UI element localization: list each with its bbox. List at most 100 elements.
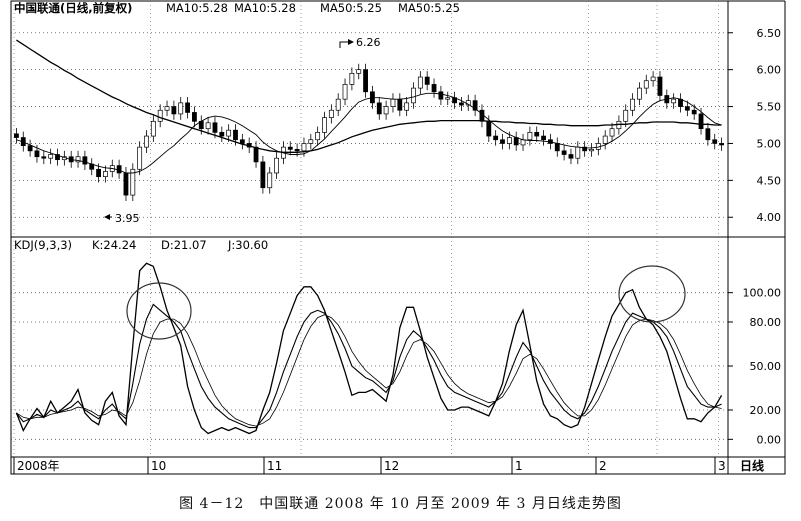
price-tick-label: 6.00 [757,64,782,77]
candle-body [301,143,307,152]
candle-body [75,156,81,163]
kdj-tick-label: 80.00 [750,316,782,329]
candle-body [253,146,259,163]
candle-body [650,76,656,82]
candle-body [712,139,718,144]
figure-caption: 图 4－12 中国联通 2008 年 10 月至 2009 年 3 月日线走势图 [179,496,622,512]
kdj-tick-label: 50.00 [750,360,782,373]
candle-body [164,106,170,111]
stock-title: 中国联通(日线,前复权) [14,1,132,15]
price-tick-label: 5.50 [757,101,782,114]
candle-body [41,156,47,159]
candle-body [308,139,314,144]
candle-body [267,172,273,189]
candle-body [630,98,635,111]
candle-body [150,120,156,137]
candle-body [493,135,499,141]
candle-body [130,168,136,196]
candle-body [486,120,492,137]
candle-body [239,139,245,144]
candle-body [349,72,355,85]
candle-body [212,122,218,133]
candle-body [554,143,560,152]
candle-body [157,109,163,122]
candle-body [411,87,416,104]
candle-body [383,106,389,115]
candle-body [171,106,177,115]
x-axis-label: 2008年 [17,459,60,473]
kdj-line-k [15,303,722,429]
candle-body [698,113,704,130]
kdj-tick-label: 0.00 [757,433,782,446]
kdj-tick-label: 100.00 [743,287,782,300]
candle-body [459,102,464,106]
candle-body [472,100,478,111]
candle-body [479,109,485,122]
candlesticks [14,63,724,202]
candle-body [520,139,526,146]
candle-body [103,171,108,178]
x-axis-label: 3 [718,459,726,473]
high-marker: 6.26 [339,36,381,49]
candle-body [568,154,574,159]
candle-body [609,128,615,137]
candle-body [417,76,423,89]
candle-body [274,157,279,174]
candle-body [506,137,512,144]
kdj-line-j [15,262,723,435]
ma-label-1: MA10:5.28 [166,1,228,15]
candle-body [363,69,368,93]
candle-body [185,102,190,113]
candle-body [671,98,677,104]
candle-body [637,87,642,100]
price-tick-label: 6.50 [757,27,782,40]
candle-body [541,135,546,141]
candle-body [335,98,341,111]
candle-body [315,132,321,141]
candle-body [513,137,519,146]
candle-body [14,133,19,138]
candle-body [643,80,649,89]
candle-body [424,76,430,85]
kdj-d-label: D:21.07 [161,238,207,252]
kdj-highlight-circle-1 [126,282,192,340]
kdj-line-d [16,314,722,427]
candle-body [534,132,540,137]
candle-body [178,102,184,115]
candle-body [123,172,129,196]
x-axis-unit: 日线 [740,458,764,473]
candle-body [205,122,211,130]
ma-label-3: MA50:5.25 [320,1,382,15]
x-axis-label: 2 [599,459,607,473]
candle-body [226,129,232,137]
candle-body [719,143,724,146]
candle-body [404,102,410,111]
candle-body [438,91,444,100]
high-marker-label: 6.26 [356,36,381,49]
ma10-line [16,92,722,174]
candle-body [582,146,588,152]
kdj-panel-frame [10,236,729,458]
candle-body [691,109,697,115]
price-gridlines [11,1,728,237]
x-axis-label: 1 [515,459,523,473]
candle-body [705,128,711,141]
candle-body [657,76,663,96]
ma-label-2: MA10:5.28 [234,1,296,15]
candle-body [192,112,197,122]
low-marker-label: 3.95 [115,212,140,225]
price-tick-label: 4.00 [757,211,782,224]
candle-body [527,132,533,141]
candle-body [561,150,567,155]
candle-body [27,145,33,152]
candle-body [575,146,581,159]
candle-body [137,146,143,170]
kdj-tick-label: 20.00 [750,404,782,417]
kdj-header: KDJ(9,3,3) [14,238,72,252]
price-y-ticks: 6.50 6.00 5.50 5.00 4.50 4.00 [728,27,781,224]
candle-body [602,135,608,144]
candle-body [589,149,594,152]
candle-body [55,154,60,161]
price-tick-label: 4.50 [757,174,782,187]
